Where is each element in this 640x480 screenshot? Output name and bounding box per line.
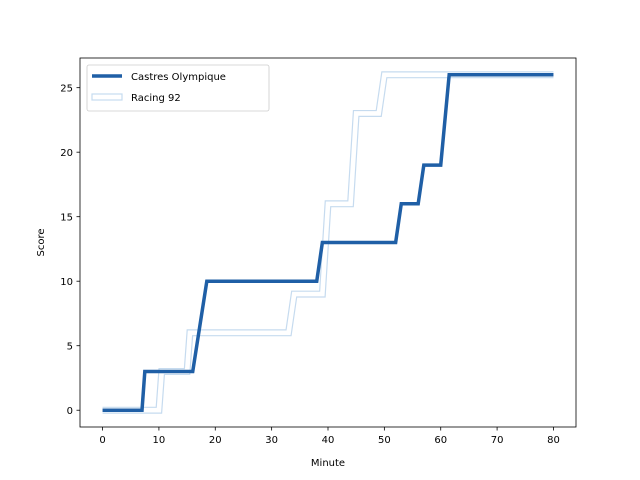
x-tick-label: 20 xyxy=(209,435,222,446)
legend: Castres Olympique Racing 92 xyxy=(86,64,270,112)
y-axis-label: Score xyxy=(36,228,47,256)
y-tick-label: 10 xyxy=(60,277,73,288)
x-axis-label: Minute xyxy=(311,458,345,469)
y-tick-label: 20 xyxy=(60,148,73,159)
series-line xyxy=(102,73,554,412)
x-tick-label: 40 xyxy=(322,435,335,446)
legend-box xyxy=(86,64,270,112)
legend-swatch xyxy=(91,93,123,101)
y-axis: 0 5 10 15 20 25 xyxy=(60,84,80,417)
y-tick-label: 0 xyxy=(67,406,73,417)
y-tick-label: 5 xyxy=(67,342,73,353)
x-tick-label: 10 xyxy=(153,435,166,446)
legend-label: Castres Olympique xyxy=(131,72,226,83)
y-tick-label: 25 xyxy=(60,84,73,95)
x-tick-label: 0 xyxy=(99,435,105,446)
x-tick-label: 80 xyxy=(547,435,560,446)
x-tick-label: 60 xyxy=(434,435,447,446)
x-tick-label: 30 xyxy=(265,435,278,446)
y-tick-label: 15 xyxy=(60,213,73,224)
x-tick-label: 50 xyxy=(378,435,391,446)
legend-label: Racing 92 xyxy=(131,93,181,104)
series-layer xyxy=(102,71,554,414)
x-axis: 0 10 20 30 40 50 60 70 80 xyxy=(99,427,560,446)
x-tick-label: 70 xyxy=(491,435,504,446)
